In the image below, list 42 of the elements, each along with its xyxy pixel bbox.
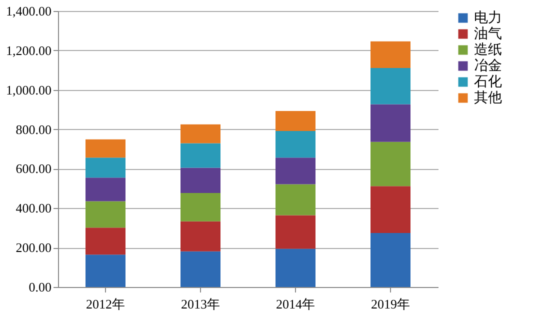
- bar: [86, 254, 126, 287]
- y-tick-label: 200.00: [16, 240, 52, 256]
- bar: [370, 68, 410, 104]
- y-tick-label: 600.00: [16, 161, 52, 176]
- y-tick-label: 1,400.00: [6, 4, 52, 18]
- bar: [86, 178, 126, 202]
- y-tick-label: 800.00: [16, 122, 52, 137]
- x-tick-label: 2013年: [181, 296, 220, 312]
- x-tick-label: 2014年: [276, 296, 315, 312]
- x-tick-label: 2019年: [371, 296, 410, 312]
- bar: [180, 221, 220, 252]
- y-tick-label: 1,000.00: [6, 82, 52, 98]
- x-tick-label: 2012年: [86, 296, 125, 312]
- y-tick-label: 0.00: [28, 280, 52, 294]
- legend-label: 电力: [474, 10, 502, 26]
- bar: [370, 104, 410, 142]
- bar: [276, 158, 316, 184]
- bar: [276, 184, 316, 216]
- bar: [370, 232, 410, 287]
- bar: [86, 228, 126, 255]
- bar: [276, 110, 316, 132]
- bar: [180, 192, 220, 222]
- bar: [276, 131, 316, 158]
- legend-label: 油气: [474, 26, 502, 42]
- legend-label: 造纸: [474, 42, 502, 58]
- y-tick-label: 400.00: [16, 200, 52, 216]
- bar: [180, 124, 220, 144]
- bar: [86, 139, 126, 158]
- y-tick-label: 1,200.00: [6, 42, 52, 58]
- bar: [180, 168, 220, 193]
- bar: [180, 251, 220, 287]
- legend-label: 其他: [474, 90, 502, 106]
- bar: [276, 248, 316, 287]
- bar: [276, 215, 316, 249]
- bar: [180, 143, 220, 168]
- bar: [370, 142, 410, 186]
- bar: [86, 201, 126, 228]
- legend-label: 石化: [474, 74, 502, 90]
- bar: [370, 186, 410, 233]
- bar: [370, 41, 410, 68]
- legend-label: 冶金: [474, 58, 502, 74]
- bar: [86, 158, 126, 178]
